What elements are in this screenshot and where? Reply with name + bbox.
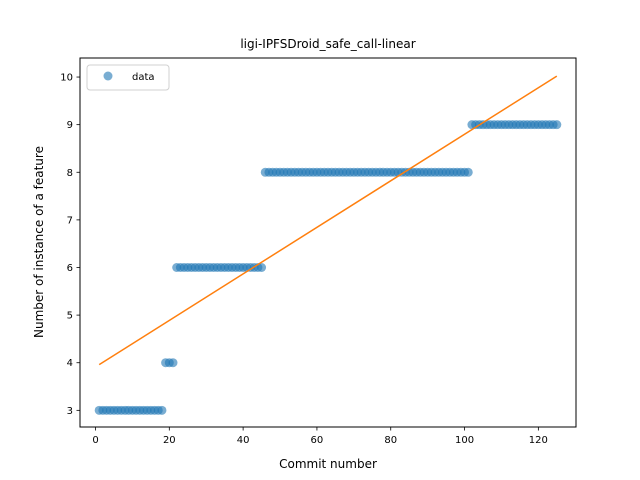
plot-area: 3 4 5 6 7 8 9 10 0 20 40 60 80 100 120 — [60, 57, 577, 446]
y-tick-label: 10 — [60, 73, 73, 84]
fit-series — [98, 75, 558, 366]
fit-line — [98, 75, 558, 366]
plot-frame — [79, 57, 577, 428]
y-tick-label: 6 — [67, 263, 73, 274]
x-tick-label: 40 — [237, 435, 250, 446]
x-tick-label: 100 — [455, 435, 474, 446]
legend-box — [86, 64, 170, 91]
data-point — [552, 120, 562, 130]
legend-marker-data — [103, 71, 113, 81]
x-tick-label: 20 — [163, 435, 176, 446]
y-tick-label: 3 — [67, 406, 73, 417]
y-axis-label: Number of instance of a feature — [32, 146, 46, 338]
data-point — [463, 167, 473, 177]
y-tick-label: 8 — [67, 168, 73, 179]
x-tick-label: 120 — [529, 435, 548, 446]
y-tick-label: 9 — [67, 120, 73, 131]
y-tick-label: 4 — [67, 358, 73, 369]
y-tick-label: 7 — [67, 215, 73, 226]
x-tick-label: 80 — [384, 435, 397, 446]
data-point — [257, 262, 267, 272]
chart-title: ligi-IPFSDroid_safe_call-linear — [240, 37, 415, 51]
y-axis: 3 4 5 6 7 8 9 10 — [60, 73, 80, 417]
y-tick-label: 5 — [67, 311, 73, 322]
data-series — [94, 120, 562, 415]
legend-label-data: data — [132, 72, 155, 83]
legend: data — [86, 64, 170, 91]
data-point — [168, 358, 178, 368]
x-axis: 0 20 40 60 80 100 120 — [92, 427, 548, 446]
x-tick-label: 60 — [311, 435, 324, 446]
x-tick-label: 0 — [92, 435, 98, 446]
x-axis-label: Commit number — [279, 457, 377, 471]
data-point — [157, 405, 167, 415]
